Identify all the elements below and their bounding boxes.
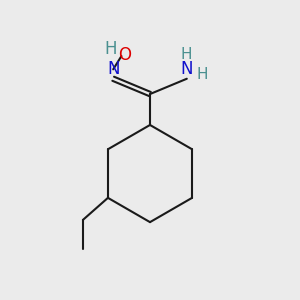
Text: N: N — [181, 60, 193, 78]
Text: O: O — [118, 46, 131, 64]
Text: N: N — [107, 60, 119, 78]
Text: H: H — [196, 67, 208, 82]
Text: H: H — [104, 40, 116, 58]
Text: H: H — [181, 47, 192, 62]
